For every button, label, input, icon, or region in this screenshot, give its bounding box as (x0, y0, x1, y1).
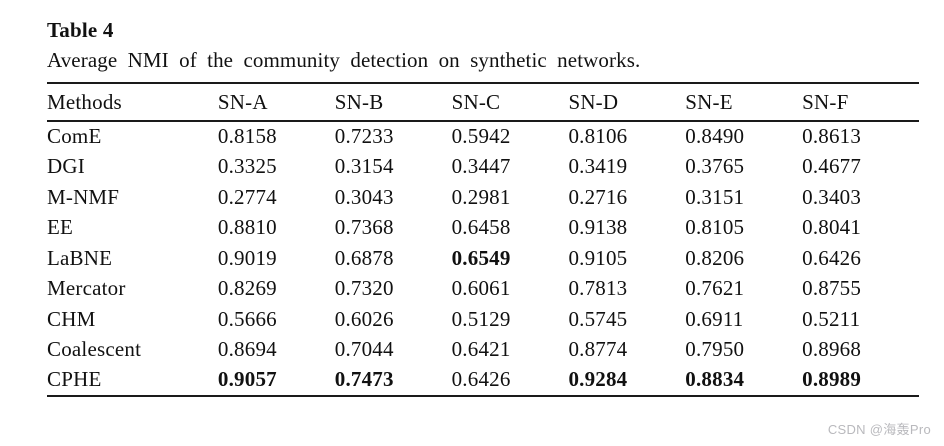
table-caption: Average NMI of the community detection o… (47, 48, 641, 72)
value-cell: 0.7044 (334, 337, 394, 362)
column-header-sn-a: SN-A (217, 83, 335, 122)
method-cell: M-NMF (47, 184, 120, 209)
column-header-sn-c: SN-C (451, 83, 569, 122)
value-cell: 0.8834 (685, 367, 745, 392)
value-cell: 0.5211 (802, 306, 861, 331)
column-header-sn-f: SN-F (802, 83, 919, 122)
value-cell: 0.6549 (451, 245, 511, 270)
value-cell: 0.7950 (685, 337, 745, 362)
value-cell: 0.8810 (217, 215, 277, 240)
value-cell: 0.6878 (334, 245, 394, 270)
value-cell: 0.3419 (568, 154, 628, 179)
value-cell: 0.6426 (451, 367, 511, 392)
method-cell: LaBNE (47, 245, 113, 270)
value-cell: 0.2716 (568, 184, 628, 209)
value-cell: 0.4677 (802, 154, 862, 179)
method-cell: DGI (47, 154, 85, 179)
data-table: Methods SN-A SN-B SN-C SN-D SN-E SN-F Co… (47, 82, 919, 397)
method-cell: Coalescent (47, 337, 142, 362)
table-row: ComE 0.8158 0.7233 0.5942 0.8106 0.8490 … (47, 121, 919, 152)
method-cell: CHM (47, 306, 96, 331)
value-cell: 0.5745 (568, 306, 628, 331)
value-cell: 0.7621 (685, 276, 745, 301)
value-cell: 0.8490 (685, 124, 745, 149)
table-row: M-NMF 0.2774 0.3043 0.2981 0.2716 0.3151… (47, 182, 919, 213)
csdn-watermark: CSDN @海轰Pro (827, 422, 931, 437)
value-cell: 0.6458 (451, 215, 511, 240)
value-cell: 0.9284 (568, 367, 628, 392)
value-cell: 0.2774 (217, 184, 277, 209)
value-cell: 0.8041 (802, 215, 862, 240)
method-cell: Mercator (47, 276, 126, 301)
method-cell: CPHE (47, 367, 102, 392)
value-cell: 0.7320 (334, 276, 394, 301)
value-cell: 0.9019 (217, 245, 277, 270)
value-cell: 0.6061 (451, 276, 511, 301)
value-cell: 0.9057 (217, 367, 277, 392)
value-cell: 0.3154 (334, 154, 394, 179)
table-row: CHM 0.5666 0.6026 0.5129 0.5745 0.6911 0… (47, 304, 919, 335)
column-header-methods: Methods (47, 83, 218, 122)
column-header-sn-d: SN-D (568, 83, 686, 122)
value-cell: 0.2981 (451, 184, 511, 209)
value-cell: 0.3765 (685, 154, 745, 179)
value-cell: 0.5129 (451, 306, 511, 331)
header-row: Methods SN-A SN-B SN-C SN-D SN-E SN-F (47, 83, 919, 122)
column-header-sn-e: SN-E (685, 83, 803, 122)
value-cell: 0.8774 (568, 337, 628, 362)
value-cell: 0.8968 (802, 337, 862, 362)
value-cell: 0.6026 (334, 306, 394, 331)
value-cell: 0.6426 (802, 245, 862, 270)
value-cell: 0.3043 (334, 184, 394, 209)
table-row: CPHE 0.9057 0.7473 0.6426 0.9284 0.8834 … (47, 365, 919, 396)
value-cell: 0.8613 (802, 124, 862, 149)
value-cell: 0.9105 (568, 245, 628, 270)
value-cell: 0.7473 (334, 367, 394, 392)
value-cell: 0.8105 (685, 215, 745, 240)
table-row: Mercator 0.8269 0.7320 0.6061 0.7813 0.7… (47, 274, 919, 305)
table-row: DGI 0.3325 0.3154 0.3447 0.3419 0.3765 0… (47, 152, 919, 183)
value-cell: 0.3151 (685, 184, 745, 209)
value-cell: 0.3403 (802, 184, 862, 209)
method-cell: EE (47, 215, 74, 240)
value-cell: 0.8694 (217, 337, 277, 362)
value-cell: 0.9138 (568, 215, 628, 240)
value-cell: 0.7233 (334, 124, 394, 149)
table-block: Table 4 Average NMI of the community det… (47, 17, 919, 397)
value-cell: 0.5942 (451, 124, 511, 149)
value-cell: 0.7813 (568, 276, 628, 301)
table-row: Coalescent 0.8694 0.7044 0.6421 0.8774 0… (47, 335, 919, 366)
method-cell: ComE (47, 124, 102, 149)
value-cell: 0.8755 (802, 276, 862, 301)
value-cell: 0.3447 (451, 154, 511, 179)
value-cell: 0.8269 (217, 276, 277, 301)
value-cell: 0.3325 (217, 154, 277, 179)
value-cell: 0.5666 (217, 306, 277, 331)
value-cell: 0.7368 (334, 215, 394, 240)
table-title: Table 4 (47, 18, 114, 42)
table-row: EE 0.8810 0.7368 0.6458 0.9138 0.8105 0.… (47, 213, 919, 244)
value-cell: 0.6911 (685, 306, 744, 331)
value-cell: 0.8106 (568, 124, 628, 149)
value-cell: 0.8989 (802, 367, 862, 392)
value-cell: 0.6421 (451, 337, 511, 362)
table-row: LaBNE 0.9019 0.6878 0.6549 0.9105 0.8206… (47, 243, 919, 274)
value-cell: 0.8206 (685, 245, 745, 270)
value-cell: 0.8158 (217, 124, 277, 149)
column-header-sn-b: SN-B (334, 83, 452, 122)
